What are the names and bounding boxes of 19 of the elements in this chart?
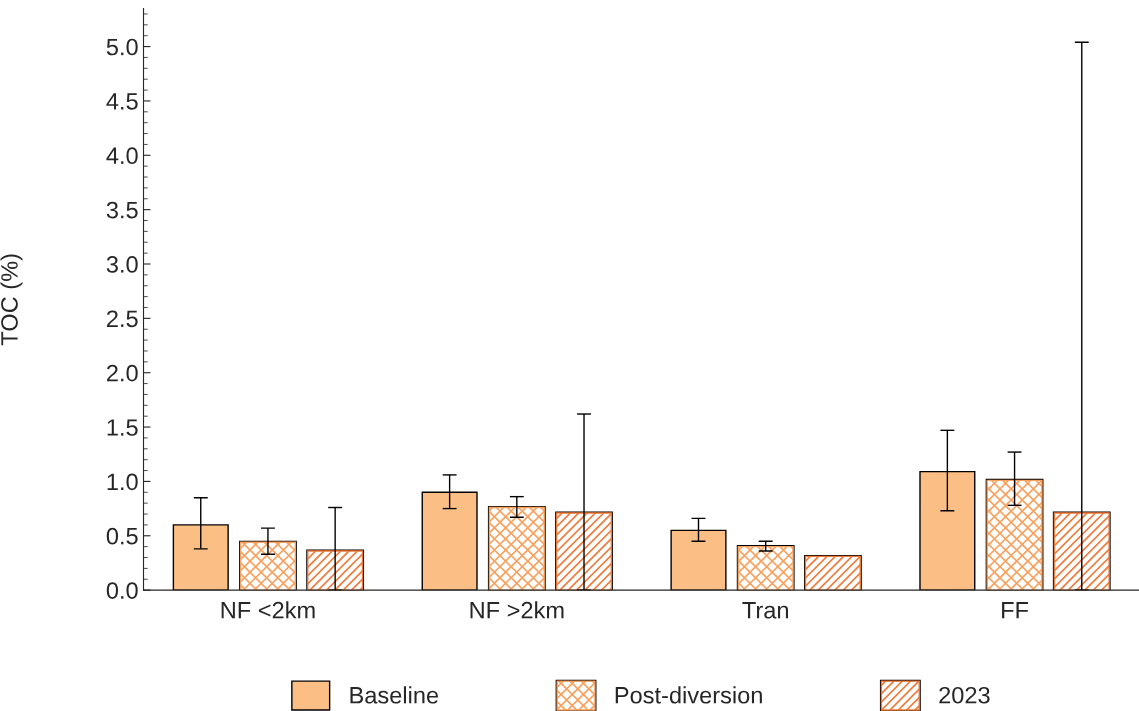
legend-label: Baseline [350,686,439,704]
x-tick-label: FF [1002,602,1029,619]
x-tick-label: NF >2km [470,601,564,619]
y-tick-label: 4.0 [106,147,138,165]
y-tick-label: 0.0 [106,582,138,599]
y-tick-label: 2.0 [107,364,138,382]
y-tick-label: 1.0 [107,473,138,491]
x-tick-label: Tran [742,602,788,619]
legend-label: 2023 [939,686,990,704]
y-axis-title: TOC (%) [0,254,23,346]
y-tick-label: 2.5 [107,310,138,328]
y-tick-label: 4.5 [106,93,138,110]
y-tick-label: 1.5 [107,419,138,436]
x-tick-label: NF <2km [221,601,315,619]
y-tick-label: 3.0 [106,256,138,273]
y-tick-label: 0.5 [106,527,138,545]
legend-label: Post-diversion [615,686,762,704]
y-tick-label: 3.5 [106,201,138,219]
y-tick-label: 5.0 [106,38,138,56]
